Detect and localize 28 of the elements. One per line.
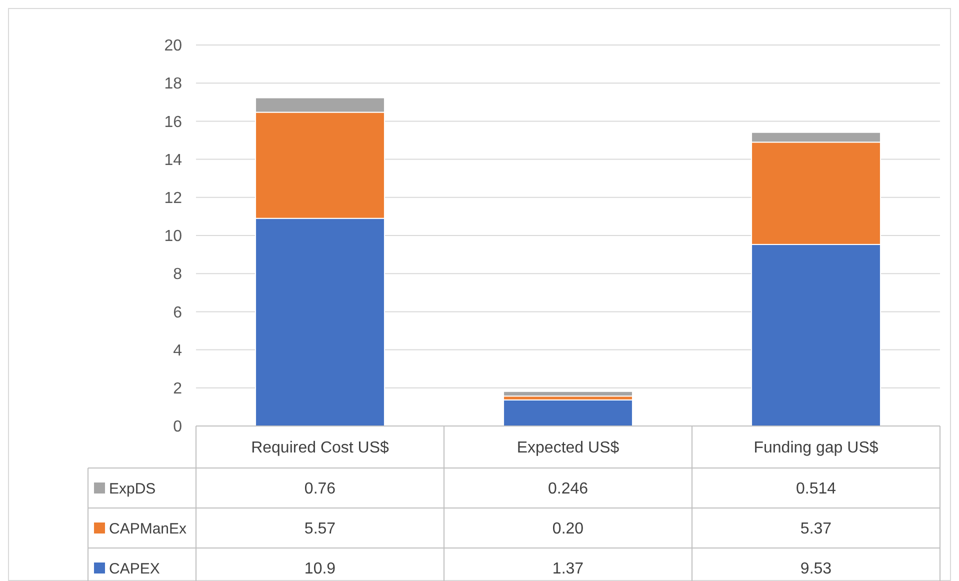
legend-label: ExpDS <box>109 480 156 498</box>
y-tick-label: 10 <box>164 228 182 246</box>
bar <box>503 390 633 397</box>
y-tick-label: 0 <box>173 418 182 436</box>
data-label: 0.514 <box>796 480 836 498</box>
x-tick-label: Funding gap US$ <box>754 440 878 457</box>
y-tick-label: 4 <box>173 342 182 360</box>
legend-label: CAPEX <box>109 560 160 578</box>
x-tick-label: Required Cost US$ <box>251 440 390 457</box>
x-tick-label: Expected US$ <box>516 440 620 457</box>
y-tick-label: 8 <box>173 266 182 284</box>
y-tick-label: 14 <box>164 152 182 169</box>
y-tick-label: 16 <box>164 114 182 131</box>
data-label: 0.76 <box>304 480 336 498</box>
y-tick-label: 20 <box>164 38 182 55</box>
data-label: 1.37 <box>552 560 584 578</box>
y-tick-label: 18 <box>164 76 182 93</box>
y-tick-label: 6 <box>173 304 182 322</box>
bar <box>503 399 633 426</box>
data-label: 9.53 <box>800 560 832 578</box>
legend-label: CAPManEx <box>109 520 188 538</box>
data-label: 10.9 <box>304 560 336 578</box>
data-label: 0.20 <box>552 520 584 538</box>
data-label: 5.57 <box>304 520 336 538</box>
data-label: 0.246 <box>548 480 588 498</box>
y-tick-label: 12 <box>164 190 182 207</box>
y-tick-label: 2 <box>173 380 182 398</box>
data-label: 5.37 <box>800 520 832 538</box>
